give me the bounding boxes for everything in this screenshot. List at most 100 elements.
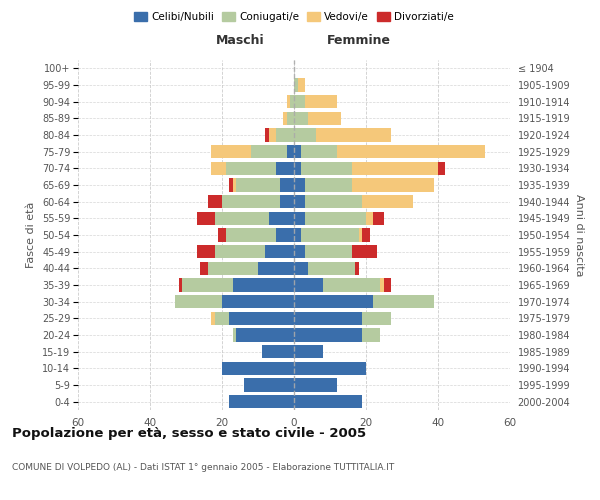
Bar — [359, 228, 362, 241]
Bar — [305, 95, 337, 108]
Bar — [287, 145, 294, 158]
Bar — [226, 162, 276, 175]
Bar — [294, 295, 373, 308]
Y-axis label: Fasce di età: Fasce di età — [26, 202, 37, 268]
Bar — [308, 112, 341, 125]
Bar — [352, 178, 434, 192]
Bar — [305, 245, 352, 258]
Bar — [265, 128, 269, 141]
Bar — [294, 195, 305, 208]
Bar — [265, 245, 294, 258]
Bar — [305, 212, 366, 225]
Bar — [182, 278, 233, 291]
Text: Popolazione per età, sesso e stato civile - 2005: Popolazione per età, sesso e stato civil… — [12, 428, 366, 440]
Bar — [215, 312, 229, 325]
Text: COMUNE DI VOLPEDO (AL) - Dati ISTAT 1° gennaio 2005 - Elaborazione TUTTITALIA.IT: COMUNE DI VOLPEDO (AL) - Dati ISTAT 1° g… — [12, 462, 394, 471]
Bar — [276, 162, 294, 175]
Bar — [298, 78, 305, 92]
Bar — [258, 262, 294, 275]
Bar — [294, 228, 301, 241]
Bar — [211, 162, 226, 175]
Bar — [222, 362, 294, 375]
Bar — [308, 262, 355, 275]
Text: Femmine: Femmine — [327, 34, 391, 46]
Bar — [200, 262, 208, 275]
Bar — [305, 178, 352, 192]
Bar — [276, 228, 294, 241]
Bar — [236, 328, 294, 342]
Bar — [352, 245, 377, 258]
Bar — [294, 95, 305, 108]
Bar — [208, 262, 258, 275]
Bar — [294, 312, 362, 325]
Bar — [251, 145, 287, 158]
Bar — [280, 178, 294, 192]
Bar — [373, 295, 434, 308]
Bar — [294, 278, 323, 291]
Bar — [301, 228, 359, 241]
Bar — [222, 295, 294, 308]
Bar — [269, 128, 276, 141]
Bar — [294, 178, 305, 192]
Bar — [211, 145, 251, 158]
Bar — [233, 178, 236, 192]
Bar — [294, 378, 337, 392]
Bar — [262, 345, 294, 358]
Bar — [179, 278, 182, 291]
Bar — [280, 195, 294, 208]
Bar — [316, 128, 391, 141]
Text: Maschi: Maschi — [215, 34, 265, 46]
Bar — [269, 212, 294, 225]
Bar — [218, 228, 226, 241]
Bar — [283, 112, 287, 125]
Bar — [301, 162, 352, 175]
Bar — [294, 78, 298, 92]
Bar — [294, 362, 366, 375]
Bar — [276, 128, 294, 141]
Bar — [215, 212, 269, 225]
Bar — [305, 195, 362, 208]
Bar — [175, 295, 222, 308]
Bar — [233, 278, 294, 291]
Bar — [229, 178, 233, 192]
Bar — [337, 145, 485, 158]
Bar — [294, 145, 301, 158]
Bar — [294, 112, 308, 125]
Bar — [366, 212, 373, 225]
Bar — [362, 228, 370, 241]
Bar — [294, 345, 323, 358]
Bar — [197, 212, 215, 225]
Bar — [294, 395, 362, 408]
Bar — [226, 228, 276, 241]
Bar — [287, 112, 294, 125]
Bar — [301, 145, 337, 158]
Y-axis label: Anni di nascita: Anni di nascita — [574, 194, 584, 276]
Bar — [362, 195, 413, 208]
Bar — [380, 278, 384, 291]
Bar — [323, 278, 380, 291]
Legend: Celibi/Nubili, Coniugati/e, Vedovi/e, Divorziati/e: Celibi/Nubili, Coniugati/e, Vedovi/e, Di… — [130, 8, 458, 26]
Bar — [244, 378, 294, 392]
Bar — [215, 245, 265, 258]
Bar — [294, 128, 316, 141]
Bar — [373, 212, 384, 225]
Bar — [362, 312, 391, 325]
Bar — [294, 212, 305, 225]
Bar — [229, 312, 294, 325]
Bar — [384, 278, 391, 291]
Bar — [290, 95, 294, 108]
Bar — [233, 328, 236, 342]
Bar — [294, 245, 305, 258]
Bar — [208, 195, 222, 208]
Bar — [222, 195, 280, 208]
Bar — [294, 328, 362, 342]
Bar — [229, 395, 294, 408]
Bar — [362, 328, 380, 342]
Bar — [236, 178, 280, 192]
Bar — [211, 312, 215, 325]
Bar — [355, 262, 359, 275]
Bar — [294, 162, 301, 175]
Bar — [438, 162, 445, 175]
Bar — [197, 245, 215, 258]
Bar — [287, 95, 290, 108]
